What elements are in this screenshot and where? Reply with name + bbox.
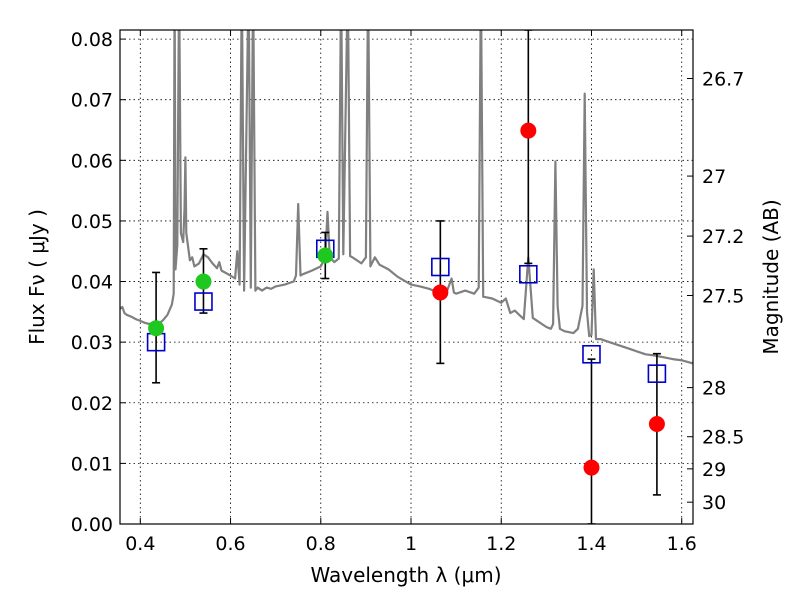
tick-labels: 0.4 0.6 0.8 1 1.2 1.4 1.6 0.00 0.01 0.02 0.03 0.04 0… [71,29,745,555]
y-tick-label: 0.06 [71,150,113,172]
right-tick-label: 27 [702,166,726,188]
observed-points [148,122,665,476]
y-tick-label: 0.07 [71,90,113,112]
y-tick-label: 0.03 [71,332,113,354]
x-tick-label: 1.4 [576,533,606,555]
model-photometry-square [194,292,213,311]
right-tick-label: 27.2 [702,226,744,248]
right-tick-label: 30 [702,492,726,514]
y-tick-label: 0.08 [71,29,113,51]
y-tick-label: 0.04 [71,272,113,294]
x-tick-label: 0.6 [215,533,245,555]
observed-red-point [648,415,665,432]
right-tick-label: 27.5 [702,285,744,307]
grid [120,30,693,524]
observed-green-point [317,247,334,264]
y-axis-title: Flux Fν ( μJy ) [25,209,49,345]
observed-green-point [148,320,165,337]
x-tick-label: 0.8 [306,533,336,555]
model-photometry-square [431,257,450,277]
y-tick-label: 0.01 [71,453,113,475]
x-axis-title: Wavelength λ (μm) [310,563,501,587]
model-photometry-square [582,344,601,364]
y-tick-label: 0.02 [71,393,113,415]
right-axis-title: Magnitude (AB) [759,199,783,354]
model-spectrum [120,30,693,365]
right-tick-label: 26.7 [702,68,744,90]
observed-red-point [583,459,600,476]
observed-green-point [195,273,212,290]
model-spectrum-line [120,30,693,365]
observed-red-point [520,122,537,139]
x-tick-label: 0.4 [125,533,155,555]
plot-frame [119,29,694,525]
right-tick-label: 29 [702,459,726,481]
x-tick-label: 1.6 [667,533,697,555]
ticks [120,30,693,525]
right-tick-label: 28.5 [702,427,744,449]
y-tick-label: 0.05 [71,211,113,233]
observed-red-point [432,284,449,301]
y-tick-label: 0.00 [71,514,113,536]
right-tick-label: 28 [702,378,726,400]
model-photometry-square [519,264,538,284]
x-tick-label: 1.2 [486,533,516,555]
model-photometry-square [647,364,667,383]
x-tick-label: 1 [405,533,417,555]
